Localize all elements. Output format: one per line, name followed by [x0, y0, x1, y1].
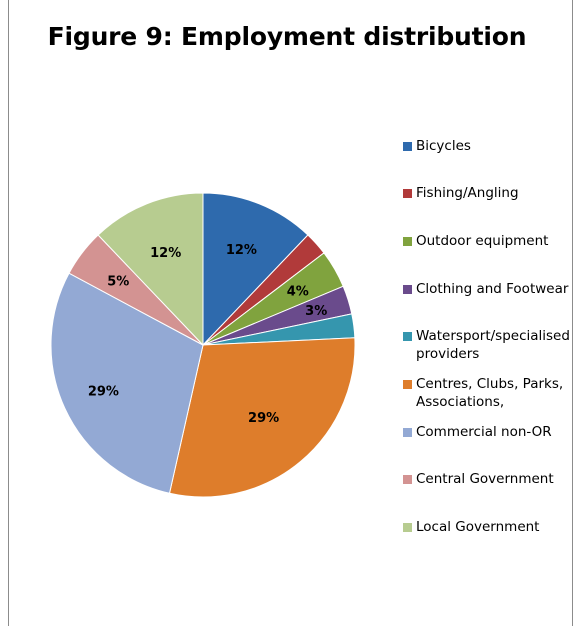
legend-swatch: [403, 523, 412, 532]
legend-swatch: [403, 189, 412, 198]
legend-item-8: Central Government: [403, 470, 574, 488]
legend-swatch: [403, 332, 412, 341]
legend-swatch: [403, 475, 412, 484]
slice-label-6: 29%: [248, 411, 279, 426]
slice-label-1: 12%: [226, 243, 257, 258]
legend-label: Commercial non-OR: [416, 424, 552, 440]
legend-swatch: [403, 237, 412, 246]
legend-item-7: Commercial non-OR: [403, 423, 574, 441]
slice-label-4: 3%: [305, 304, 327, 319]
slice-label-3: 4%: [287, 284, 309, 299]
slice-label-8: 5%: [107, 275, 129, 290]
legend-label: Watersport/specialised providers: [416, 328, 570, 362]
legend-item-9: Local Government: [403, 518, 574, 536]
legend-swatch: [403, 285, 412, 294]
chart-title: Figure 9: Employment distribution: [47, 22, 527, 51]
legend-swatch: [403, 142, 412, 151]
pie-slice-1: [202, 192, 309, 347]
legend-item-2: Fishing/Angling: [403, 184, 574, 202]
legend-item-5: Watersport/specialised providers: [403, 327, 574, 363]
legend-item-4: Clothing and Footwear: [403, 280, 574, 298]
legend-label: Fishing/Angling: [416, 185, 519, 201]
legend-label: Central Government: [416, 471, 554, 487]
legend-label: Local Government: [416, 519, 540, 535]
slice-label-9: 12%: [150, 246, 181, 261]
legend-label: Outdoor equipment: [416, 233, 549, 249]
legend-label: Centres, Clubs, Parks, Associations,: [416, 376, 564, 410]
legend-item-1: Bicycles: [403, 137, 574, 155]
legend-label: Clothing and Footwear: [416, 281, 569, 297]
pie-slice-6: [168, 337, 356, 498]
legend-item-3: Outdoor equipment: [403, 232, 574, 250]
slice-label-7: 29%: [88, 385, 119, 400]
legend-label: Bicycles: [416, 138, 471, 154]
legend-item-6: Centres, Clubs, Parks, Associations,: [403, 375, 574, 411]
legend-swatch: [403, 380, 412, 389]
pie-slice-9: [97, 192, 204, 347]
legend-swatch: [403, 428, 412, 437]
pie-slice-7: [50, 272, 204, 494]
